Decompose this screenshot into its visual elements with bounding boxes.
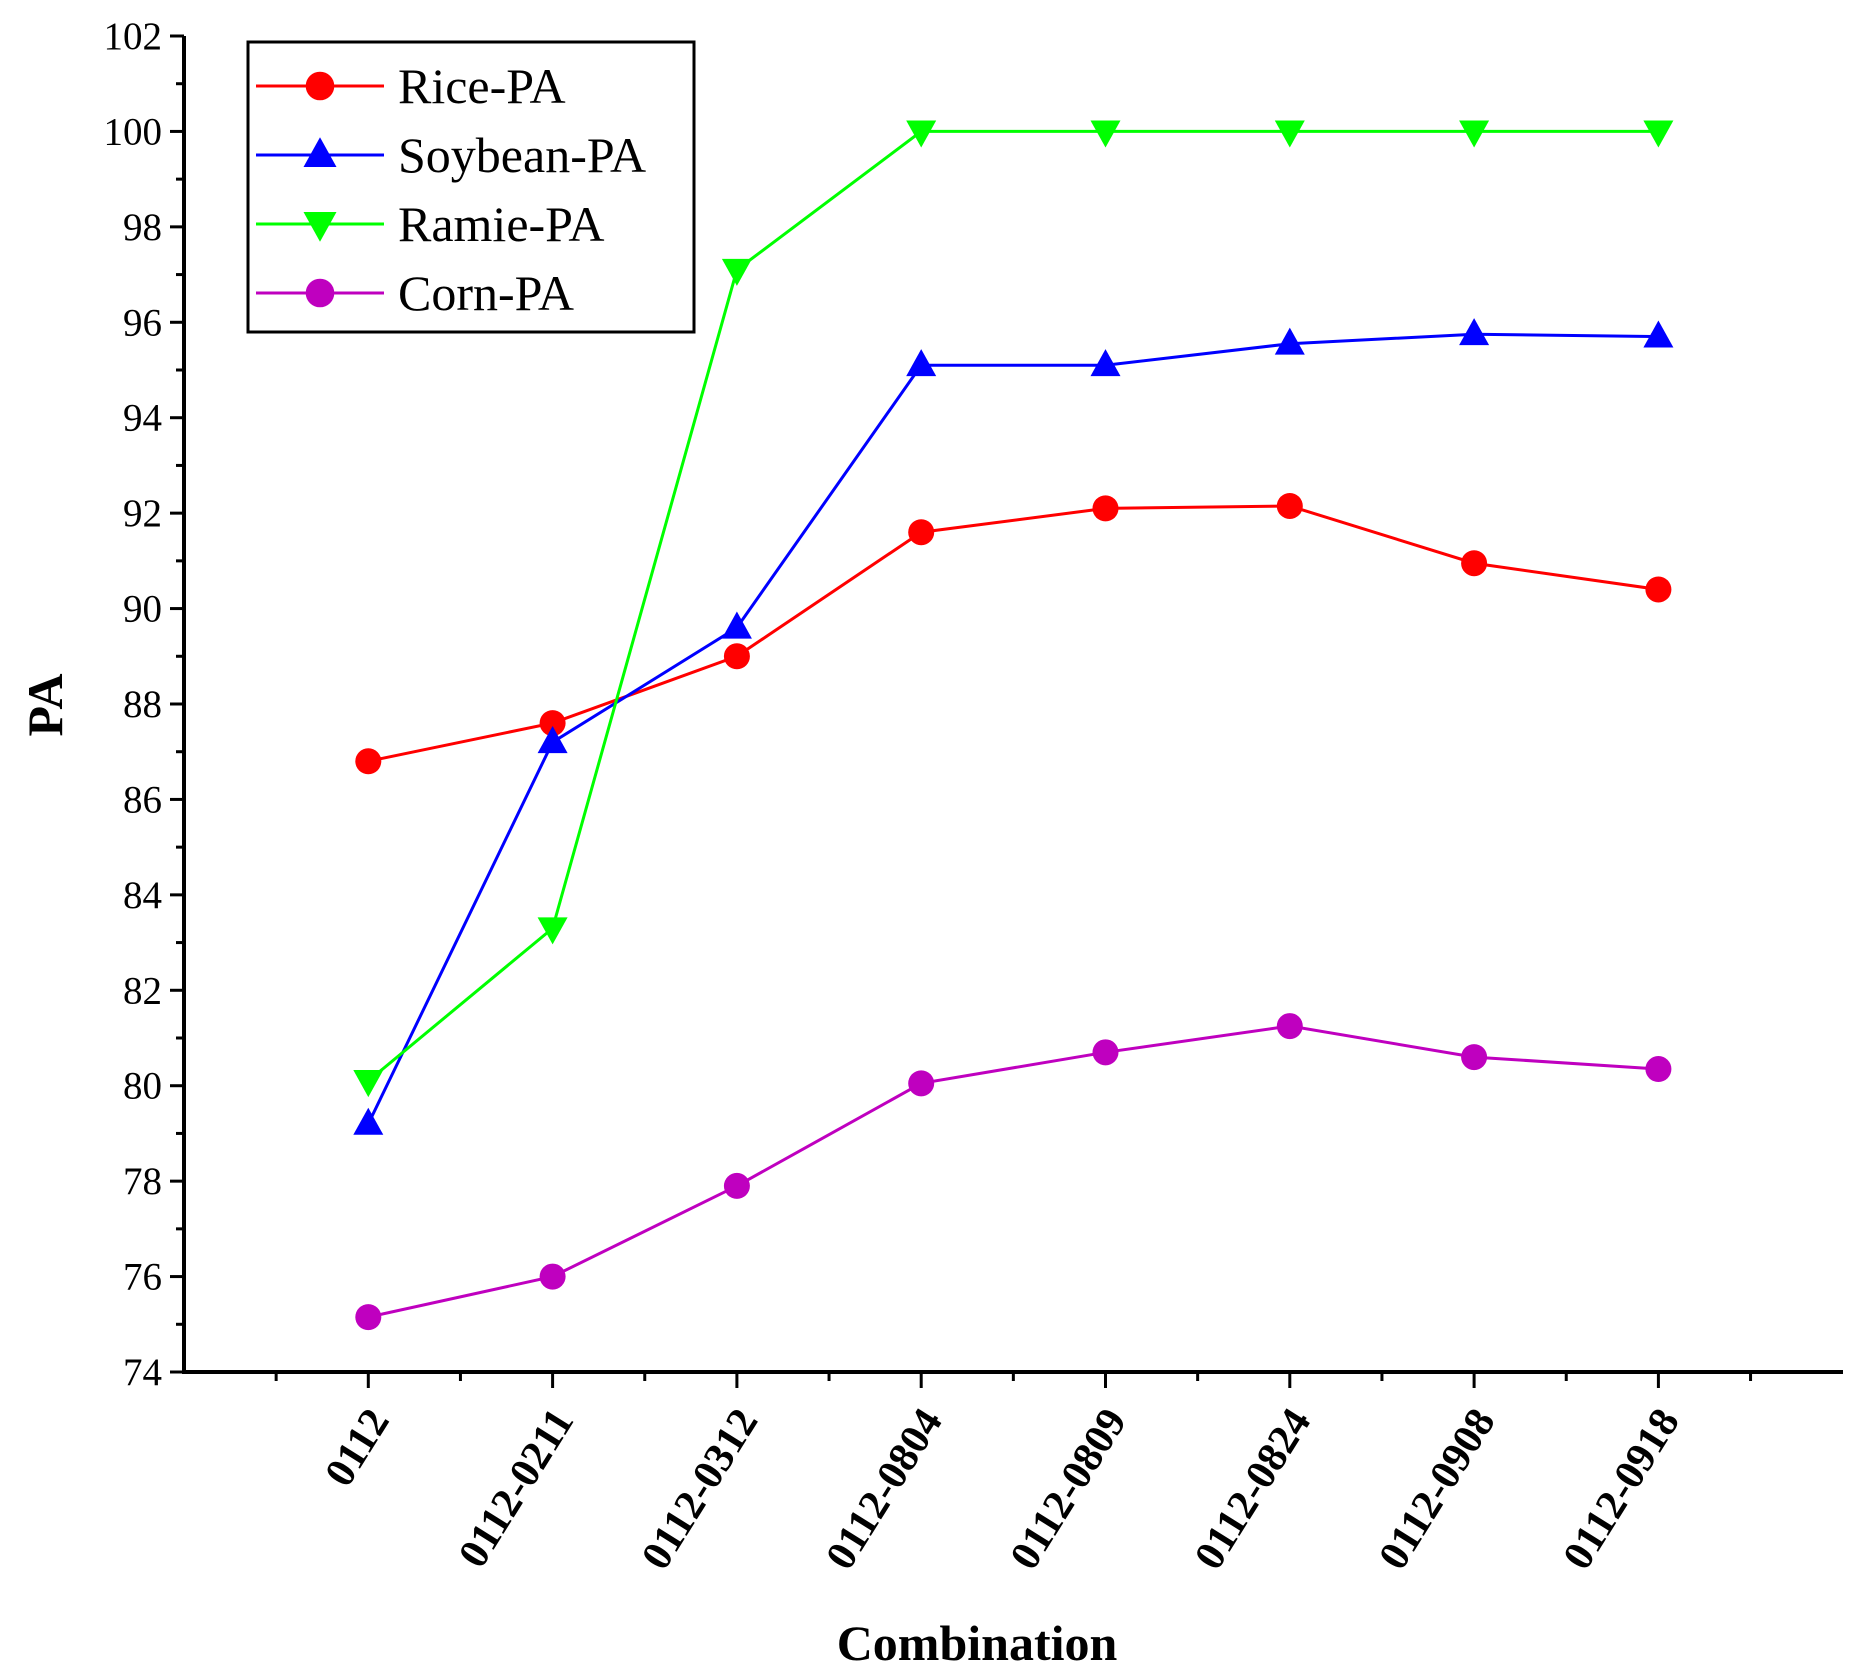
y-tick-label: 78 <box>123 1160 162 1203</box>
y-tick-label: 94 <box>123 397 162 440</box>
legend-rice-pa-marker <box>305 71 335 101</box>
ramie-pa-point <box>906 120 937 148</box>
y-tick-label: 92 <box>123 492 162 535</box>
soybean-pa-point <box>537 726 568 754</box>
y-tick-label: 82 <box>123 969 162 1012</box>
y-tick-label: 96 <box>123 301 162 344</box>
ramie-pa-point <box>721 258 752 286</box>
y-tick-label: 88 <box>123 683 162 726</box>
corn-pa-point <box>1276 1013 1303 1040</box>
rice-pa-point <box>908 519 935 546</box>
corn-pa-point <box>723 1172 750 1199</box>
legend-corn-pa-label: Corn-PA <box>398 265 574 321</box>
y-tick-label: 102 <box>104 15 163 58</box>
ramie-pa-point <box>537 917 568 945</box>
y-tick-label: 80 <box>123 1065 162 1108</box>
x-tick-label: 0112-0804 <box>817 1401 951 1578</box>
legend-rice-pa-label: Rice-PA <box>398 58 566 114</box>
y-tick-label: 90 <box>123 588 162 631</box>
legend: Rice-PA Soybean-PA Ramie-PA Corn-PA <box>246 40 696 334</box>
x-axis-title: Combination <box>837 1615 1118 1671</box>
ramie-pa-point <box>1090 120 1121 148</box>
rice-pa-point <box>723 643 750 670</box>
y-tick-label: 84 <box>123 874 162 917</box>
ramie-pa-line <box>367 129 1659 1083</box>
x-tick-label: 0112 <box>316 1401 398 1495</box>
rice-pa-point <box>539 710 566 737</box>
y-tick-label: 98 <box>123 206 162 249</box>
soybean-pa-point <box>1459 318 1490 346</box>
rice-pa-point <box>1092 495 1119 522</box>
x-tick-label: 0112-0908 <box>1370 1401 1504 1578</box>
soybean-pa-point <box>1090 349 1121 377</box>
rice-pa-point <box>1276 492 1303 519</box>
y-tick-label: 74 <box>123 1351 162 1394</box>
legend-corn-pa-marker <box>305 278 335 308</box>
soybean-pa-line <box>366 332 1659 1125</box>
y-tick-label: 86 <box>123 778 162 821</box>
rice-pa-point <box>355 748 382 775</box>
x-tick-label: 0112-0211 <box>450 1401 583 1576</box>
corn-pa-line <box>367 1024 1659 1319</box>
corn-pa-point <box>1645 1056 1672 1083</box>
rice-pa-line <box>367 504 1659 763</box>
rice-pa-point <box>1461 550 1488 577</box>
corn-pa-point <box>355 1304 382 1331</box>
legend-soybean-pa-marker <box>303 137 337 168</box>
soybean-pa-point <box>1274 327 1305 355</box>
y-axis-title: PA <box>17 674 73 737</box>
soybean-pa-point <box>353 1107 384 1135</box>
x-tick-label: 0112-0809 <box>1002 1401 1136 1578</box>
ramie-pa-point <box>1459 120 1490 148</box>
corn-pa-point <box>908 1070 935 1097</box>
x-tick-label: 0112-0918 <box>1555 1401 1689 1578</box>
series-group <box>353 120 1674 1331</box>
legend-ramie-pa-marker <box>303 211 337 242</box>
soybean-pa-point <box>1643 320 1674 348</box>
legend-soybean-pa-label: Soybean-PA <box>398 127 646 183</box>
corn-pa-point <box>1461 1044 1488 1071</box>
y-tick-label: 76 <box>123 1256 162 1299</box>
ramie-pa-point <box>1643 120 1674 148</box>
x-tick-label: 0112-0824 <box>1186 1401 1320 1578</box>
soybean-pa-point <box>721 611 752 639</box>
corn-pa-point <box>1092 1039 1119 1066</box>
soybean-pa-point <box>906 349 937 377</box>
y-tick-label: 100 <box>104 110 163 153</box>
ramie-pa-point <box>1274 120 1305 148</box>
rice-pa-point <box>1645 576 1672 603</box>
corn-pa-point <box>539 1263 566 1290</box>
ramie-pa-point <box>353 1070 384 1098</box>
x-tick-label: 0112-0312 <box>633 1401 767 1578</box>
legend-ramie-pa-label: Ramie-PA <box>398 196 605 252</box>
